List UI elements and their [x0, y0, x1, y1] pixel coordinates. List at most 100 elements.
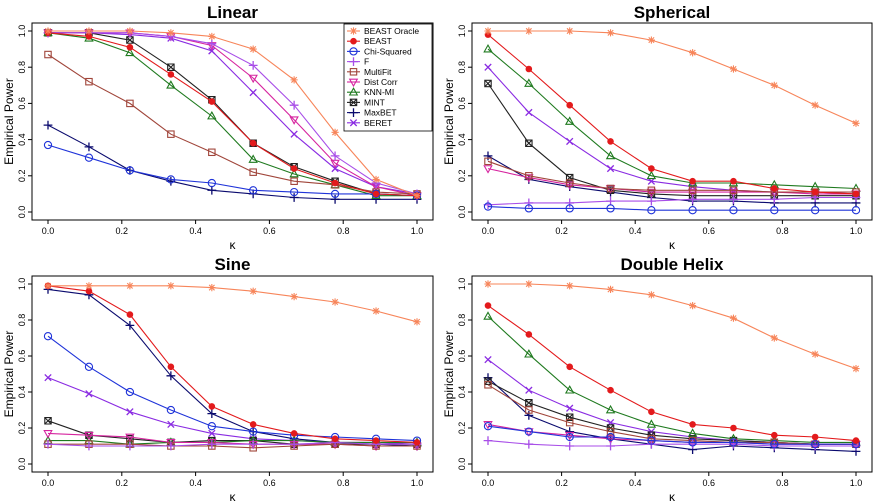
- data-point: [607, 386, 614, 394]
- data-point: [372, 190, 380, 198]
- y-tick-label: 0.4: [457, 133, 467, 146]
- legend-swatch-marker: [349, 27, 358, 35]
- data-point: [126, 282, 134, 290]
- series-line: [487, 155, 856, 204]
- data-point: [852, 119, 860, 127]
- data-point: [207, 409, 217, 418]
- data-point: [207, 39, 217, 49]
- x-axis-label: κ: [669, 238, 676, 252]
- data-point: [524, 427, 533, 436]
- x-tick-label: 0.4: [189, 226, 202, 236]
- data-point: [44, 373, 52, 382]
- data-point: [770, 334, 778, 342]
- series-line: [487, 83, 856, 197]
- data-point: [167, 420, 175, 429]
- data-point: [647, 436, 656, 445]
- series-line: [48, 32, 418, 195]
- data-point: [852, 365, 860, 373]
- series-chi-squared: [483, 422, 861, 449]
- data-point: [606, 164, 615, 173]
- data-point: [729, 206, 738, 215]
- data-point: [688, 206, 697, 215]
- series-beret: [484, 63, 860, 198]
- data-point: [484, 302, 492, 309]
- data-point: [290, 293, 298, 301]
- data-point: [646, 170, 657, 180]
- data-point: [208, 98, 216, 105]
- chart-panel-double-helix: Double Helix 0.0 0.2 0.4 0.6 0.8 1.0 0.0 0.2 0.4 0…: [442, 255, 873, 504]
- data-point: [730, 424, 737, 432]
- data-point: [208, 32, 216, 41]
- data-point: [689, 421, 696, 428]
- data-point: [413, 439, 421, 446]
- data-point: [167, 71, 175, 78]
- chart-panel-spherical: Spherical 0.0 0.2 0.4 0.6 0.8 1.0 0.0 0.2 0.4 0.6 0…: [442, 3, 873, 252]
- series-chi-squared: [483, 202, 861, 215]
- y-tick-label: 1.0: [457, 278, 467, 291]
- data-point: [566, 101, 573, 109]
- data-point: [484, 79, 492, 88]
- data-point: [729, 65, 738, 73]
- data-point: [811, 440, 820, 449]
- data-point: [125, 387, 135, 397]
- data-point: [771, 431, 778, 439]
- y-tick-label: 0.2: [17, 170, 27, 183]
- data-point: [525, 108, 533, 117]
- data-point: [729, 186, 738, 195]
- legend-swatch-marker: [349, 57, 358, 66]
- data-point: [372, 307, 380, 315]
- y-tick-label: 0.8: [457, 314, 467, 327]
- data-point: [566, 363, 573, 371]
- legend-label: MultiFit: [364, 67, 392, 77]
- series-line: [48, 285, 418, 323]
- data-point: [811, 101, 819, 109]
- data-point: [484, 27, 492, 35]
- data-point: [606, 196, 615, 206]
- chart-panel-linear: Linear 0.0 0.2 0.4 0.6 0.8 1.0 0.0 0.2 0.4 0.6 0.8 1…: [2, 3, 434, 252]
- data-point: [125, 47, 135, 57]
- y-axis-label: Empirical Power: [442, 331, 456, 418]
- legend-swatch-marker: [348, 78, 359, 88]
- data-point: [566, 27, 574, 35]
- data-point: [564, 181, 575, 190]
- data-point: [167, 63, 175, 71]
- legend-label: MINT: [364, 97, 385, 107]
- data-point: [771, 185, 778, 192]
- data-point: [249, 287, 257, 295]
- y-tick-label: 0.2: [17, 422, 27, 435]
- data-point: [566, 137, 574, 146]
- series-beast-oracle: [484, 27, 860, 127]
- data-point: [126, 27, 134, 35]
- data-point: [84, 431, 94, 441]
- data-point: [248, 60, 258, 70]
- chart-title: Linear: [207, 3, 258, 22]
- data-point: [484, 381, 492, 389]
- data-point: [687, 188, 698, 198]
- legend-item: MINT: [347, 97, 385, 107]
- x-tick-label: 0.4: [189, 478, 202, 488]
- data-point: [249, 427, 258, 436]
- data-point: [43, 140, 53, 150]
- y-axis-label: Empirical Power: [2, 331, 16, 418]
- series-line: [48, 32, 418, 195]
- series-beast-oracle: [484, 280, 860, 373]
- data-point: [525, 399, 533, 407]
- series-line: [487, 305, 857, 442]
- legend-box: [343, 23, 433, 132]
- legend-label: BEAST Oracle: [364, 26, 419, 36]
- data-point: [484, 63, 492, 71]
- data-point: [208, 429, 216, 438]
- series-line: [487, 384, 856, 445]
- data-point: [85, 77, 93, 86]
- series-beast: [484, 302, 860, 444]
- series-line: [48, 443, 417, 449]
- series-multifit: [484, 157, 860, 196]
- y-tick-label: 0.6: [17, 97, 27, 110]
- data-point: [167, 363, 175, 371]
- data-point: [85, 282, 93, 290]
- data-point: [770, 206, 779, 215]
- data-point: [607, 138, 614, 145]
- data-point: [208, 403, 216, 410]
- data-point: [770, 440, 779, 449]
